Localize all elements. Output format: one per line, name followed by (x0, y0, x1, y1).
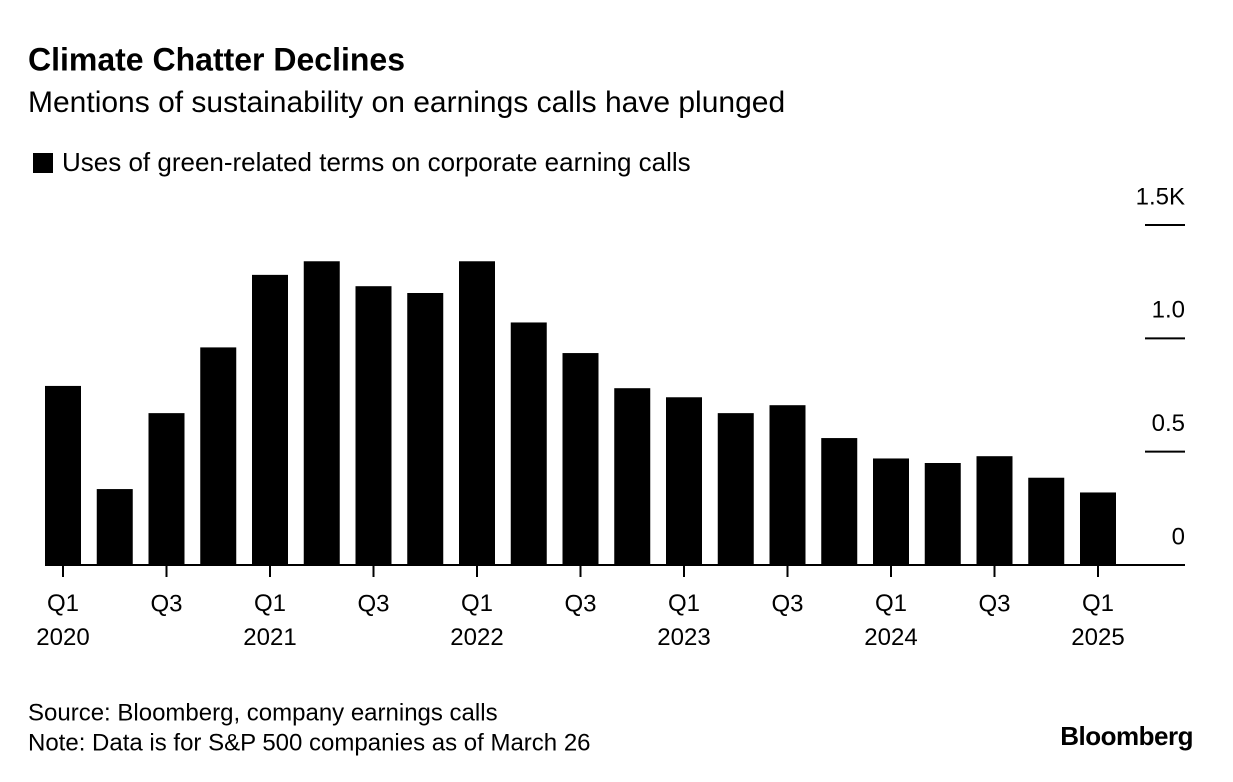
bar (821, 438, 858, 565)
x-tick-label: Q3 (357, 590, 389, 617)
bar (96, 489, 133, 565)
x-tick-label: Q1 2021 (243, 590, 296, 651)
x-tick-label: Q1 2020 (36, 590, 89, 651)
bar (303, 261, 340, 565)
bar (1028, 477, 1065, 565)
bar (45, 385, 81, 565)
y-tick-label: 0 (1172, 523, 1185, 550)
x-tick-label: Q3 (564, 590, 596, 617)
bar (562, 353, 599, 565)
x-tick-label: Q1 2024 (864, 590, 917, 651)
x-tick-label: Q1 2023 (657, 590, 710, 651)
bar (148, 413, 185, 565)
x-tick-label: Q3 (150, 590, 182, 617)
legend-label: Uses of green-related terms on corporate… (62, 147, 691, 177)
x-tick-label: Q1 2025 (1071, 590, 1124, 651)
x-tick-label: Q3 (978, 590, 1010, 617)
y-tick-label: 1.0 (1152, 297, 1185, 324)
bar (666, 397, 702, 565)
bar (717, 413, 754, 565)
brand-logo: Bloomberg (1060, 721, 1193, 751)
bar (976, 456, 1013, 565)
bar (355, 286, 392, 565)
bar (200, 347, 237, 565)
bar (1080, 492, 1116, 565)
legend-swatch (33, 153, 53, 173)
x-tick-label: Q1 2022 (450, 590, 503, 651)
y-tick-label: 0.5 (1152, 410, 1185, 437)
y-tick-label: 1.5K (1136, 183, 1185, 210)
note: Note: Data is for S&P 500 companies as o… (28, 729, 591, 756)
bar (873, 458, 909, 565)
chart-subtitle: Mentions of sustainability on earnings c… (28, 86, 785, 119)
bar (769, 405, 806, 565)
source: Source: Bloomberg, company earnings call… (28, 699, 498, 726)
chart-title: Climate Chatter Declines (28, 41, 405, 77)
bar (407, 293, 444, 565)
bar (252, 274, 288, 565)
bar (510, 322, 547, 565)
x-tick-label: Q3 (771, 590, 803, 617)
bar (614, 388, 651, 565)
bar (459, 261, 495, 565)
bar (924, 463, 961, 565)
